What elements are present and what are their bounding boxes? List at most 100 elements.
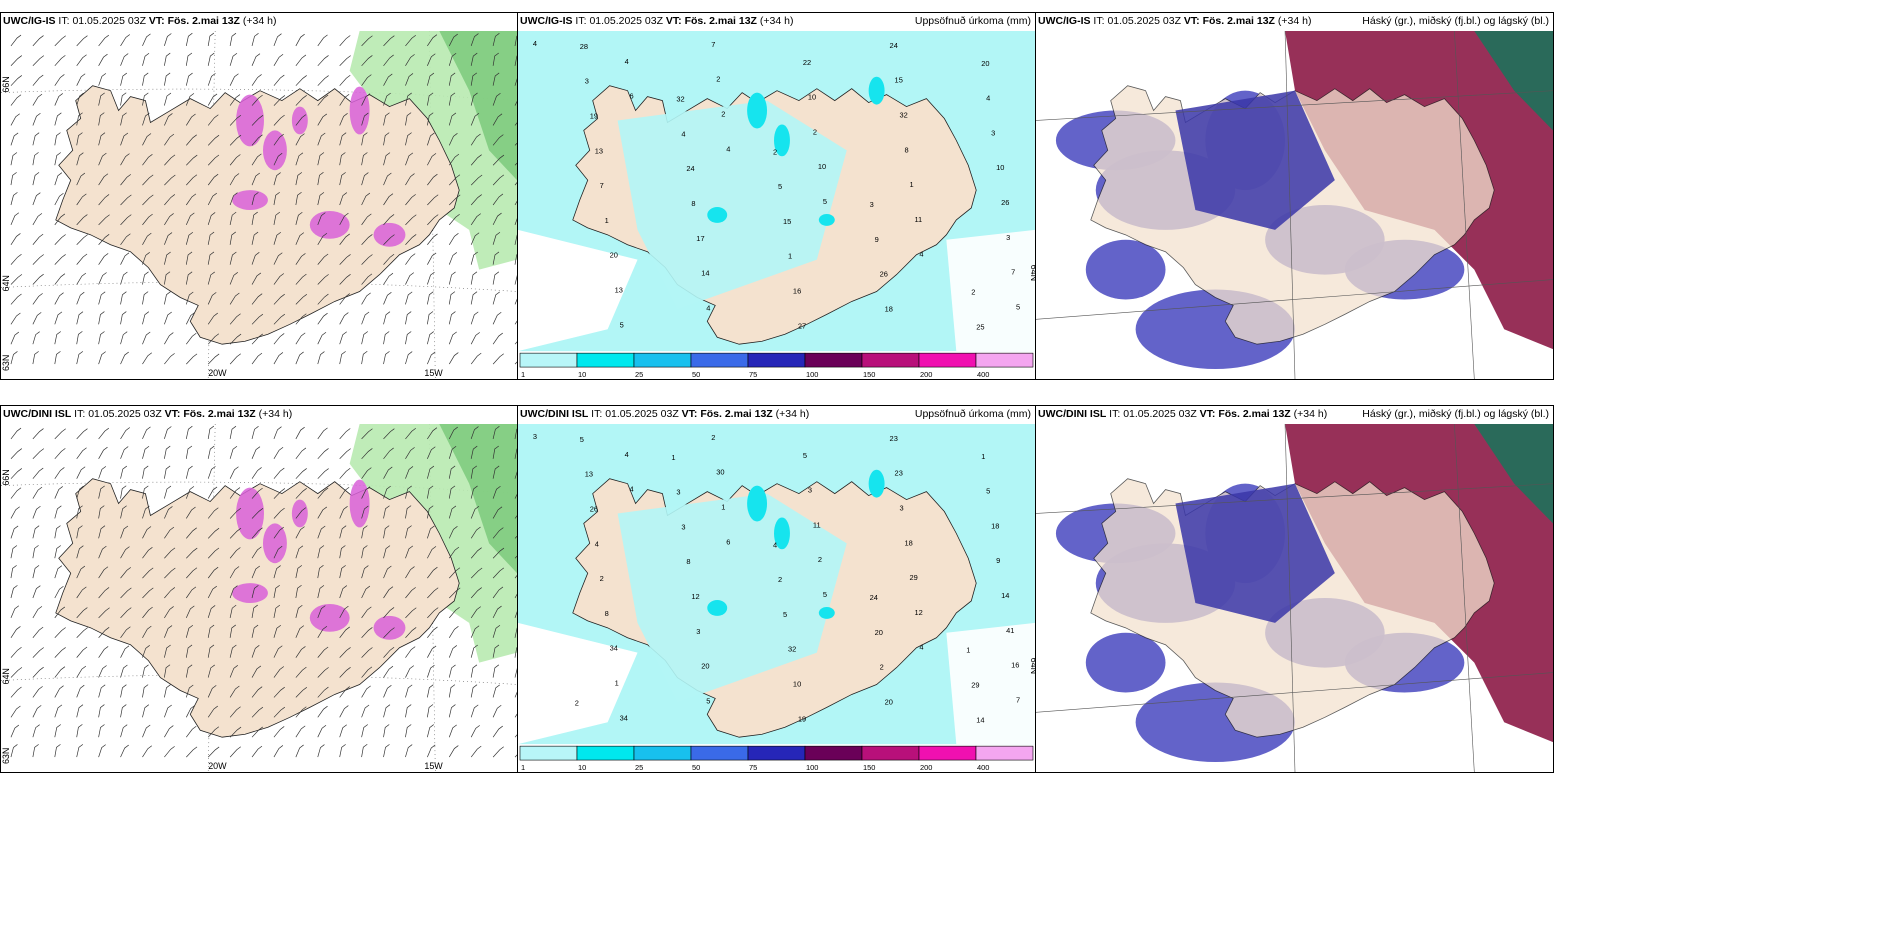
precip-value: 15 bbox=[895, 76, 903, 85]
wind-barb bbox=[361, 172, 369, 186]
wind-barb bbox=[361, 606, 372, 619]
wind-barb bbox=[383, 485, 391, 499]
wind-barb bbox=[405, 724, 412, 738]
wind-barb bbox=[383, 172, 392, 186]
wind-barb bbox=[405, 253, 416, 265]
wind-barb bbox=[339, 132, 347, 146]
wind-barb bbox=[383, 428, 395, 440]
precip-value: 10 bbox=[818, 162, 826, 171]
wind-barb bbox=[76, 92, 84, 106]
wind-barb bbox=[32, 152, 39, 166]
wind-barb bbox=[405, 234, 417, 246]
wind-barb bbox=[164, 704, 172, 718]
wind-barb bbox=[32, 351, 39, 365]
wind-barb bbox=[339, 647, 351, 658]
colorbar-segment bbox=[633, 745, 692, 761]
wind-barb bbox=[32, 112, 41, 126]
wind-barb bbox=[470, 33, 479, 47]
wind-barb bbox=[492, 231, 501, 245]
wind-barb bbox=[207, 486, 218, 499]
wind-barb bbox=[185, 251, 193, 265]
wind-barb bbox=[229, 604, 237, 618]
precip-value: 4 bbox=[986, 94, 990, 103]
wind-barb bbox=[361, 192, 371, 206]
colorbar-segment bbox=[519, 352, 578, 368]
wind-barb bbox=[142, 232, 152, 245]
wind-barb bbox=[427, 626, 438, 638]
wind-barb bbox=[229, 585, 238, 599]
wind-barb bbox=[339, 74, 351, 86]
wind-barb bbox=[273, 313, 286, 325]
precip-cyan-cell bbox=[747, 92, 768, 129]
map-area: 3 4 6 5 4 7 4 1 2 12 16 34 30 11 29 41 1 2 3 18 14 34 5 5 3 9 8 20 1… bbox=[518, 424, 1035, 772]
wind-barb bbox=[251, 604, 258, 618]
colorbar-segment bbox=[918, 745, 977, 761]
colorbar-segment bbox=[975, 352, 1034, 368]
wind-barb bbox=[273, 706, 286, 718]
wind-barb bbox=[207, 93, 218, 106]
wind-barb bbox=[383, 586, 394, 599]
wind-barb bbox=[10, 113, 20, 126]
wind-barb bbox=[339, 686, 350, 698]
wind-barb bbox=[54, 74, 65, 86]
wind-barb bbox=[207, 605, 216, 618]
wind-barb bbox=[76, 132, 83, 146]
wind-barb bbox=[164, 664, 171, 678]
wind-barb bbox=[273, 686, 285, 698]
wind-barb bbox=[10, 253, 22, 265]
wind-barb bbox=[207, 547, 220, 559]
wind-barb bbox=[98, 744, 106, 758]
map-svg: 4645454210117522131371082620422321011427… bbox=[518, 31, 1035, 379]
lat-label: 66N bbox=[1, 76, 11, 92]
wind-barb bbox=[229, 192, 238, 206]
wind-barb bbox=[120, 525, 129, 539]
wind-barb bbox=[207, 466, 216, 479]
wind-barb bbox=[492, 705, 502, 718]
wind-barb bbox=[32, 724, 40, 738]
wind-barb bbox=[98, 704, 105, 718]
wind-barb bbox=[405, 744, 413, 758]
precip-value: 4 bbox=[706, 303, 710, 312]
precip-value: 5 bbox=[783, 610, 787, 619]
wind-barb bbox=[317, 506, 328, 519]
wind-barb bbox=[449, 567, 461, 579]
no-precip-area bbox=[946, 622, 1035, 745]
wind-barb bbox=[229, 685, 240, 698]
wind-barb bbox=[76, 704, 84, 718]
precip-value: 32 bbox=[900, 111, 908, 120]
wind-barb bbox=[251, 645, 260, 658]
wind-barb bbox=[427, 465, 435, 479]
wind-barb bbox=[185, 425, 193, 439]
wind-barb bbox=[339, 113, 348, 126]
wind-barb bbox=[164, 113, 173, 126]
precip-value: 9 bbox=[875, 235, 879, 244]
wind-barb bbox=[427, 153, 437, 166]
wind-barb bbox=[448, 33, 458, 47]
wind-barb bbox=[448, 626, 459, 638]
wind-barb bbox=[251, 726, 263, 738]
panel-header: UWC/IG-IS IT: 01.05.2025 03Z VT: Fös. 2.… bbox=[520, 15, 1033, 31]
wind-barb bbox=[186, 547, 198, 559]
vt-value: Fös. 2.mai 13Z bbox=[700, 408, 773, 420]
wind-barb bbox=[405, 545, 414, 559]
wind-barb bbox=[273, 133, 284, 146]
precip-type-blob bbox=[349, 86, 370, 135]
precip-cyan-cell bbox=[818, 213, 835, 226]
wind-barb bbox=[10, 172, 17, 186]
precip-value: 1 bbox=[721, 503, 725, 512]
lat-label: 64N bbox=[1, 275, 11, 291]
wind-barb bbox=[185, 291, 194, 305]
precip-value: 4 bbox=[773, 540, 777, 549]
parallel-line bbox=[1036, 279, 1553, 320]
wind-barb bbox=[98, 545, 107, 559]
wind-barb bbox=[361, 273, 373, 285]
wind-barb bbox=[295, 294, 308, 305]
wind-barb bbox=[448, 72, 456, 86]
it-value: 01.05.2025 03Z bbox=[1107, 15, 1181, 27]
wind-barb bbox=[427, 252, 437, 265]
wind-barb bbox=[427, 34, 438, 47]
wind-barb bbox=[492, 52, 499, 66]
vt-label: VT: bbox=[1183, 15, 1200, 27]
map-panel-cloud-dini: UWC/DINI ISL IT: 01.05.2025 03Z VT: Fös.… bbox=[1035, 405, 1554, 773]
wind-barb bbox=[229, 445, 238, 459]
